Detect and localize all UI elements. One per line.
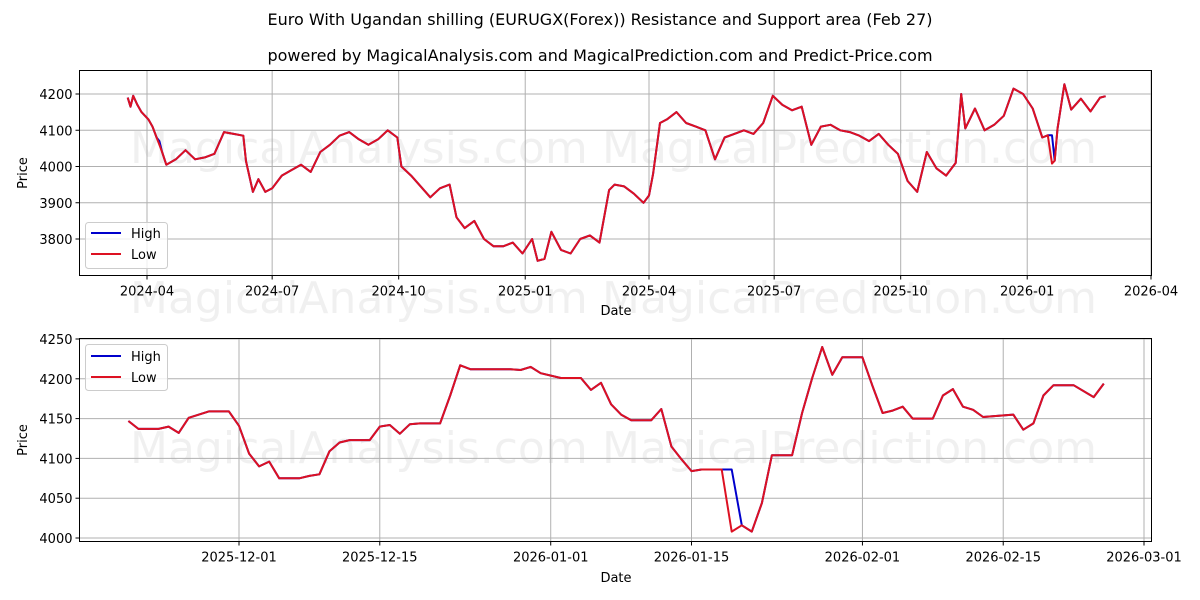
y-tick-label: 4000 (39, 161, 72, 176)
watermark-left-3: MagicalAnalysis.com (130, 423, 588, 474)
series-low-line (126, 83, 1106, 262)
x-tick-label: 2026-02-01 (825, 551, 901, 566)
x-tick-label: 2025-04 (622, 285, 676, 300)
x-axis-label: Date (600, 304, 631, 319)
y-tick-label: 4200 (39, 88, 72, 103)
y-axis-label: Price (16, 157, 31, 189)
y-tick-label: 4150 (39, 413, 72, 428)
x-tick-label: 2025-07 (747, 285, 801, 300)
price-lines (127, 346, 1105, 533)
x-tick-label: 2026-02-15 (965, 551, 1041, 566)
legend-high-label: High (131, 227, 161, 242)
x-tick-label: 2025-10 (874, 285, 928, 300)
x-tick-label: 2025-12-01 (201, 551, 277, 566)
x-tick-label: 2024-04 (120, 285, 174, 300)
x-tick-label: 2024-10 (372, 285, 426, 300)
axes-frame (79, 70, 1152, 276)
y-tick-label: 4000 (39, 532, 72, 547)
y-axis-label: Price (16, 424, 31, 456)
x-tick-label: 2025-01 (498, 285, 552, 300)
chart-title: Euro With Ugandan shilling (EURUGX(Forex… (267, 10, 933, 29)
legend: High Low (85, 344, 168, 391)
x-tick-label: 2026-01-15 (654, 551, 730, 566)
y-tick-label: 4100 (39, 452, 72, 467)
axis-ticks: 2025-12-01 2025-12-15 2026-01-01 2026-01-15… (39, 333, 1181, 566)
chart-subtitle: powered by MagicalAnalysis.com and Magic… (267, 46, 933, 65)
legend: High Low (85, 222, 168, 269)
x-tick-label: 2026-04 (1124, 285, 1178, 300)
grid (79, 70, 1152, 276)
watermark-right-3: MagicalPrediction.com (602, 423, 1097, 474)
y-tick-label: 4100 (39, 124, 72, 139)
y-tick-label: 4200 (39, 373, 72, 388)
legend-low-label: Low (131, 248, 157, 263)
x-tick-label: 2025-12-15 (342, 551, 418, 566)
watermark-right-2: MagicalPrediction.com (602, 273, 1097, 324)
series-low-line (127, 346, 1105, 533)
legend-high-label: High (131, 350, 161, 365)
axes-frame (79, 338, 1152, 542)
x-tick-label: 2026-01 (1000, 285, 1054, 300)
watermark-left-2: MagicalAnalysis.com (130, 273, 588, 324)
y-tick-label: 4250 (39, 333, 72, 348)
x-tick-label: 2026-03-01 (1106, 551, 1182, 566)
y-tick-label: 4050 (39, 492, 72, 507)
x-tick-label: 2024-07 (245, 285, 299, 300)
axis-ticks: 2024-04 2024-07 2024-10 2025-01 2025-04 2025-… (39, 88, 1178, 300)
y-tick-label: 3900 (39, 197, 72, 212)
bottom-panel: MagicalAnalysis.com MagicalPrediction.co… (16, 333, 1182, 586)
price-lines (126, 83, 1106, 262)
watermark-left: MagicalAnalysis.com (130, 123, 588, 174)
x-tick-label: 2026-01-01 (513, 551, 589, 566)
top-panel: MagicalAnalysis.com MagicalPrediction.co… (16, 70, 1178, 324)
legend-low-label: Low (131, 371, 157, 386)
x-axis-label: Date (600, 571, 631, 586)
y-tick-label: 3800 (39, 233, 72, 248)
